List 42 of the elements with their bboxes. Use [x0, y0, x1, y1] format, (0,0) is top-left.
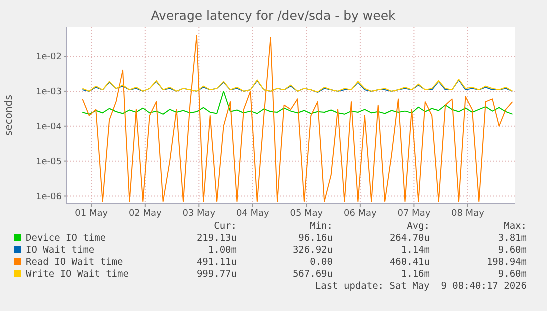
text: 1.00m — [208, 245, 238, 256]
line-series — [82, 34, 514, 202]
text: 3.81m — [498, 233, 528, 244]
text: 9.60m — [498, 245, 528, 256]
legend-label: Read IO Wait time — [26, 257, 124, 268]
text: 567.69u — [292, 269, 333, 280]
x-tick-label: 05 May — [290, 209, 324, 219]
text: 198.94m — [486, 257, 528, 268]
text: 0.00 — [310, 257, 334, 268]
text: 999.77u — [196, 269, 237, 280]
y-tick-label: 1e-05 — [36, 157, 62, 168]
text: Last update: Sat May 9 08:40:17 2026 — [315, 281, 528, 292]
text: Cur: — [214, 221, 237, 232]
x-tick-label: 01 May — [75, 209, 109, 219]
text: 9.60m — [498, 269, 528, 280]
chart-title: Average latency for /dev/sda - by week — [151, 8, 397, 23]
text: 1.14m — [401, 245, 430, 256]
text: Avg: — [407, 221, 430, 232]
x-tick-label: 03 May — [182, 209, 216, 219]
legend-label: Device IO time — [26, 233, 106, 244]
y-tick-label: 1e-04 — [36, 122, 62, 132]
text: Max: — [504, 221, 527, 232]
y-tick-label: 1e-06 — [36, 192, 62, 202]
x-tick-label: 02 May — [128, 209, 163, 219]
text: 326.92u — [292, 245, 333, 256]
line-series — [82, 90, 514, 115]
x-tick-label: 06 May — [344, 209, 378, 219]
x-tick-label: 07 May — [398, 209, 432, 219]
text: 1.16m — [401, 269, 430, 280]
text: 264.70u — [390, 233, 430, 244]
text: 491.11u — [196, 257, 237, 268]
legend-label: IO Wait time — [26, 245, 95, 256]
y-tick-label: 1e-03 — [36, 87, 62, 98]
y-axis-title: seconds — [4, 95, 15, 136]
x-tick-label: 04 May — [236, 209, 270, 219]
y-tick-label: 1e-02 — [36, 52, 62, 63]
text: 96.16u — [298, 233, 333, 244]
x-tick-label: 08 May — [452, 209, 486, 219]
text: 460.41u — [390, 257, 430, 268]
text: 219.13u — [196, 233, 237, 244]
text: Min: — [310, 221, 333, 232]
legend-label: Write IO Wait time — [26, 269, 130, 280]
